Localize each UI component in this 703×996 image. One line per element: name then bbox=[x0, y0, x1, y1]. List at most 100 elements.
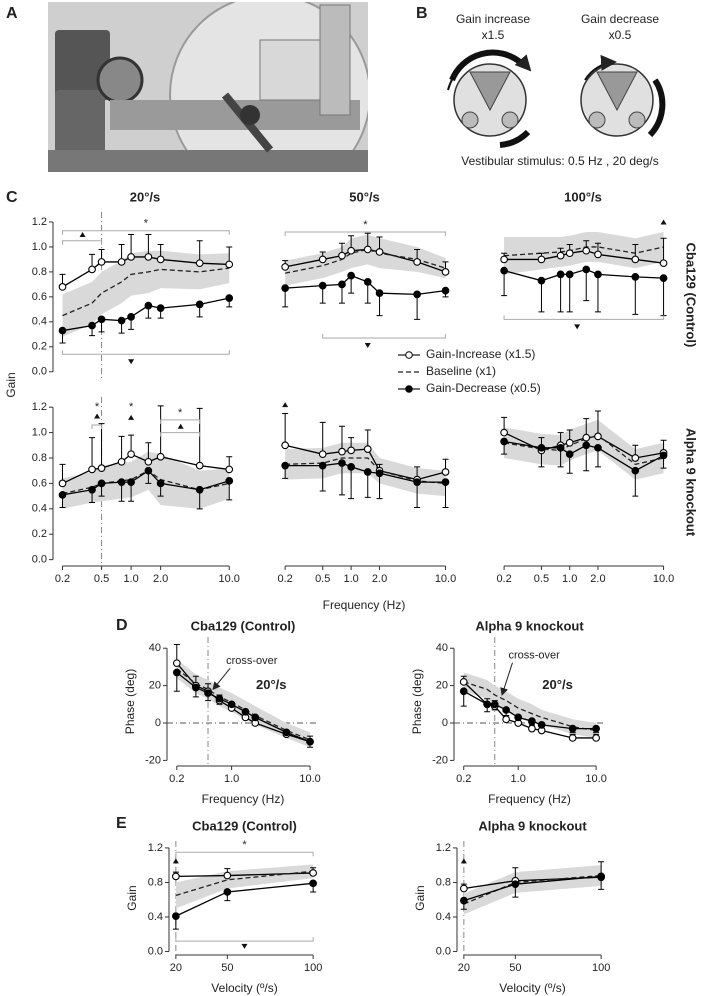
data-point bbox=[281, 441, 289, 450]
data-point bbox=[195, 461, 204, 470]
y-tick-label: 1.2 bbox=[32, 401, 47, 413]
annotation: * bbox=[129, 401, 134, 413]
data-point bbox=[500, 437, 508, 446]
significance-star: * bbox=[178, 407, 183, 419]
x-tick-label: 100 bbox=[592, 962, 610, 974]
data-point bbox=[375, 289, 384, 297]
y-tick-label: 40 bbox=[149, 642, 161, 654]
data-point bbox=[460, 884, 468, 893]
error-bar bbox=[414, 294, 421, 320]
y-axis-label: Gain bbox=[125, 885, 139, 910]
series-line bbox=[175, 870, 314, 897]
significance-marker bbox=[94, 413, 101, 419]
error-band bbox=[285, 234, 446, 286]
data-point bbox=[582, 246, 591, 255]
data-point bbox=[281, 461, 289, 470]
error-bar bbox=[196, 407, 203, 466]
data-point bbox=[195, 259, 204, 268]
significance-marker bbox=[241, 943, 248, 949]
significance-marker bbox=[172, 858, 179, 864]
data-point bbox=[215, 694, 224, 703]
series-line bbox=[285, 248, 446, 274]
y-tick-label: 0.6 bbox=[32, 477, 47, 489]
y-tick-label: 0 bbox=[155, 717, 161, 729]
data-point bbox=[502, 706, 510, 714]
data-point bbox=[347, 246, 355, 255]
error-bar bbox=[583, 445, 590, 472]
x-tick-label: 1.0 bbox=[224, 773, 239, 785]
y-tick-label: 1.2 bbox=[436, 842, 451, 854]
y-tick-label: 0.0 bbox=[32, 366, 47, 378]
series-line bbox=[504, 246, 664, 257]
data-point bbox=[338, 251, 346, 260]
data-point bbox=[528, 717, 536, 725]
y-tick-label: 0.0 bbox=[148, 945, 163, 957]
diagram-factor: x0.5 bbox=[609, 28, 632, 42]
data-point bbox=[144, 301, 153, 310]
significance-star: * bbox=[144, 218, 149, 230]
data-point bbox=[441, 478, 450, 486]
data-point bbox=[582, 441, 591, 450]
data-point bbox=[58, 490, 67, 499]
y-tick-label: 20 bbox=[436, 680, 448, 692]
significance-bracket bbox=[91, 424, 103, 429]
data-point bbox=[58, 479, 67, 488]
panel-label: E bbox=[116, 815, 127, 832]
x-axis-label: Velocity (º/s) bbox=[211, 981, 277, 995]
annotation: cross-over bbox=[226, 655, 278, 667]
significance-marker bbox=[177, 423, 184, 429]
data-point bbox=[413, 290, 421, 299]
data-point bbox=[306, 737, 314, 746]
data-point bbox=[490, 700, 499, 709]
data-point bbox=[500, 428, 508, 437]
data-point bbox=[338, 459, 346, 467]
data-point bbox=[204, 689, 212, 697]
data-point bbox=[127, 253, 135, 261]
chart-title: 20°/s bbox=[130, 189, 161, 204]
x-axis-label: Frequency (Hz) bbox=[323, 598, 406, 612]
annotation: cross-over bbox=[508, 650, 560, 662]
data-point bbox=[459, 678, 468, 686]
data-point bbox=[195, 485, 204, 494]
data-point bbox=[88, 485, 96, 494]
data-point bbox=[282, 728, 291, 737]
data-point bbox=[281, 284, 289, 292]
series-line bbox=[62, 469, 230, 495]
data-point bbox=[483, 700, 492, 709]
data-point bbox=[441, 268, 450, 276]
data-point bbox=[594, 250, 602, 259]
x-tick-label: 10.0 bbox=[653, 573, 674, 585]
data-point bbox=[631, 255, 640, 264]
significance-bracket bbox=[175, 851, 314, 857]
data-point bbox=[117, 258, 126, 266]
data-point bbox=[225, 294, 234, 302]
significance-star: * bbox=[363, 219, 368, 231]
y-tick-label: 1.2 bbox=[32, 216, 47, 228]
data-point bbox=[318, 461, 327, 470]
chart-title: 50°/s bbox=[349, 189, 380, 204]
error-bar bbox=[98, 423, 105, 469]
data-point bbox=[156, 304, 165, 312]
data-point bbox=[659, 274, 668, 283]
data-point bbox=[565, 450, 574, 459]
data-point bbox=[631, 273, 640, 281]
series-line bbox=[285, 457, 446, 485]
data-point bbox=[117, 316, 126, 325]
data-point bbox=[631, 454, 640, 462]
data-point bbox=[88, 465, 96, 474]
y-tick-label: 0.8 bbox=[32, 266, 47, 278]
data-point bbox=[441, 468, 450, 476]
data-point bbox=[514, 713, 523, 722]
data-point bbox=[318, 450, 327, 459]
data-point bbox=[582, 265, 591, 274]
significance-bracket bbox=[62, 230, 230, 235]
diagram-title: Gain increase bbox=[456, 12, 530, 26]
chart-title: Alpha 9 knockout bbox=[475, 618, 584, 633]
data-point bbox=[156, 452, 165, 461]
x-tick-label: 0.2 bbox=[277, 573, 292, 585]
significance-bracket bbox=[160, 432, 201, 437]
data-point bbox=[347, 446, 355, 455]
data-point bbox=[251, 713, 260, 722]
error-bar bbox=[319, 465, 326, 492]
